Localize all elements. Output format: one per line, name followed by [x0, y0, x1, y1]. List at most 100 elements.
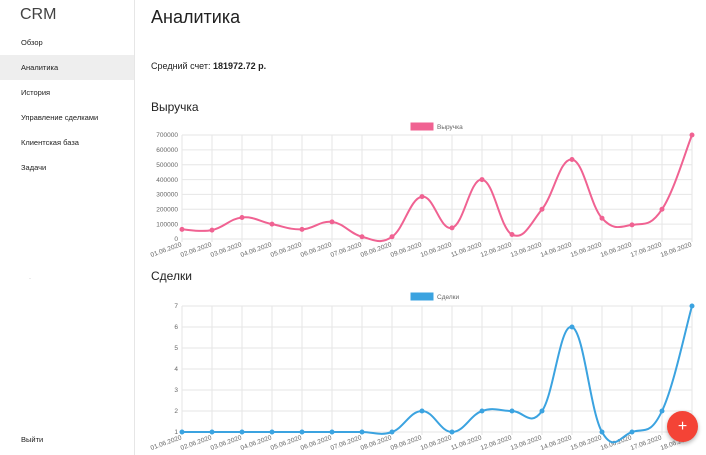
deals-x-tick-label: 12.06.2020	[480, 434, 513, 452]
average-invoice: Средний счет: 181972.72 р.	[151, 61, 266, 71]
sidebar-item-clients[interactable]: Клиентская база	[21, 138, 79, 147]
revenue-data-point[interactable]	[539, 206, 545, 212]
decorative-dot: ·	[29, 276, 31, 282]
sidebar-item-overview[interactable]: Обзор	[21, 38, 43, 47]
deals-y-tick-label: 1	[174, 429, 178, 436]
deals-data-point[interactable]	[209, 429, 215, 435]
brand-logo: CRM	[20, 6, 57, 23]
deals-x-tick-label: 04.06.2020	[240, 434, 273, 452]
deals-x-tick-label: 08.06.2020	[360, 434, 393, 452]
deals-data-point[interactable]	[359, 429, 365, 435]
deals-data-point[interactable]	[299, 429, 305, 435]
revenue-y-tick-label: 500000	[156, 162, 178, 169]
revenue-y-tick-label: 400000	[156, 177, 178, 184]
sidebar-item-analytics[interactable]: Аналитика	[0, 55, 134, 80]
deals-title: Сделки	[151, 269, 192, 283]
deals-data-point[interactable]	[539, 408, 545, 414]
revenue-y-tick-label: 200000	[156, 206, 178, 213]
revenue-data-point[interactable]	[389, 234, 395, 240]
deals-legend-swatch[interactable]	[410, 292, 434, 301]
revenue-data-point[interactable]	[599, 215, 605, 221]
deals-data-point[interactable]	[569, 324, 575, 330]
revenue-data-point[interactable]	[299, 226, 305, 232]
deals-data-point[interactable]	[479, 408, 485, 414]
revenue-x-tick-label: 18.06.2020	[660, 241, 693, 259]
revenue-y-tick-label: 100000	[156, 221, 178, 228]
deals-legend-label[interactable]: Сделки	[437, 294, 460, 301]
sidebar-item-history[interactable]: История	[21, 88, 51, 97]
revenue-x-tick-label: 16.06.2020	[600, 241, 633, 259]
deals-data-point[interactable]	[629, 429, 635, 435]
revenue-legend-label[interactable]: Выручка	[437, 124, 463, 131]
revenue-y-tick-label: 0	[174, 236, 178, 243]
deals-data-point[interactable]	[449, 429, 455, 435]
deals-data-point[interactable]	[659, 408, 665, 414]
deals-y-tick-label: 6	[174, 324, 178, 331]
revenue-data-point[interactable]	[689, 132, 695, 138]
revenue-x-tick-label: 14.06.2020	[540, 241, 573, 259]
main-content: Аналитика Средний счет: 181972.72 р. Выр…	[150, 0, 706, 455]
revenue-data-point[interactable]	[569, 157, 575, 163]
revenue-data-point[interactable]	[179, 226, 185, 232]
revenue-data-point[interactable]	[509, 232, 515, 238]
revenue-data-point[interactable]	[239, 214, 245, 220]
revenue-x-tick-label: 13.06.2020	[510, 241, 543, 259]
deals-data-point[interactable]	[239, 429, 245, 435]
sidebar-item-tasks[interactable]: Задачи	[21, 163, 47, 172]
deals-data-point[interactable]	[689, 303, 695, 309]
deals-chart: Сделки 1 2 3 4 5 6 7 01.06.202002.06.202003.06.2…	[150, 292, 695, 452]
deals-data-point[interactable]	[269, 429, 275, 435]
deals-x-tick-label: 09.06.2020	[390, 434, 423, 452]
add-button[interactable]: +	[667, 411, 698, 442]
revenue-x-tick-label: 02.06.2020	[180, 241, 213, 259]
deals-x-tick-label: 13.06.2020	[510, 434, 543, 452]
revenue-x-tick-label: 12.06.2020	[480, 241, 513, 259]
sidebar-item-deal-management[interactable]: Управление сделками	[21, 113, 99, 122]
revenue-x-tick-label: 17.06.2020	[630, 241, 663, 259]
deals-data-point[interactable]	[419, 408, 425, 414]
deals-x-tick-label: 15.06.2020	[570, 434, 603, 452]
deals-y-tick-label: 3	[174, 387, 178, 394]
revenue-x-tick-label: 05.06.2020	[270, 241, 303, 259]
logout-link[interactable]: Выйти	[21, 435, 44, 444]
deals-data-point[interactable]	[389, 429, 395, 435]
deals-data-point[interactable]	[179, 429, 185, 435]
revenue-data-point[interactable]	[209, 227, 215, 233]
sidebar-nav: Обзор Аналитика История Управление сделк…	[0, 30, 134, 180]
deals-x-tick-label: 03.06.2020	[210, 434, 243, 452]
deals-data-point[interactable]	[509, 408, 515, 414]
revenue-x-tick-label: 11.06.2020	[450, 241, 483, 259]
revenue-data-point[interactable]	[629, 222, 635, 228]
page-title: Аналитика	[151, 7, 241, 27]
revenue-x-tick-label: 09.06.2020	[390, 241, 423, 259]
deals-y-tick-label: 7	[174, 303, 178, 310]
deals-x-tick-label: 05.06.2020	[270, 434, 303, 452]
revenue-data-point[interactable]	[419, 194, 425, 200]
revenue-x-tick-label: 08.06.2020	[360, 241, 393, 259]
revenue-chart: Выручка 0 100000 200000 300000 400000 500000 60…	[150, 122, 695, 259]
deals-series-line	[182, 305, 693, 444]
revenue-y-tick-label: 300000	[156, 192, 178, 199]
revenue-data-point[interactable]	[659, 206, 665, 212]
deals-data-point[interactable]	[329, 429, 335, 435]
revenue-data-point[interactable]	[329, 219, 335, 225]
revenue-x-tick-label: 10.06.2020	[420, 241, 453, 259]
deals-x-tick-label: 11.06.2020	[450, 434, 483, 452]
revenue-x-tick-label: 01.06.2020	[150, 241, 183, 259]
average-invoice-value: 181972.72 р.	[213, 61, 267, 71]
revenue-legend-swatch[interactable]	[410, 122, 434, 131]
revenue-data-point[interactable]	[479, 177, 485, 183]
deals-y-tick-label: 5	[174, 345, 178, 352]
revenue-data-point[interactable]	[359, 234, 365, 240]
deals-x-tick-label: 06.06.2020	[300, 434, 333, 452]
deals-x-tick-label: 10.06.2020	[420, 434, 453, 452]
deals-x-tick-label: 02.06.2020	[180, 434, 213, 452]
revenue-data-point[interactable]	[449, 225, 455, 231]
revenue-title: Выручка	[151, 100, 199, 114]
revenue-series-line	[181, 134, 693, 243]
deals-x-tick-label: 14.06.2020	[540, 434, 573, 452]
revenue-data-point[interactable]	[269, 221, 275, 227]
revenue-y-tick-label: 600000	[156, 147, 178, 154]
revenue-x-tick-label: 15.06.2020	[570, 241, 603, 259]
deals-data-point[interactable]	[599, 429, 605, 435]
